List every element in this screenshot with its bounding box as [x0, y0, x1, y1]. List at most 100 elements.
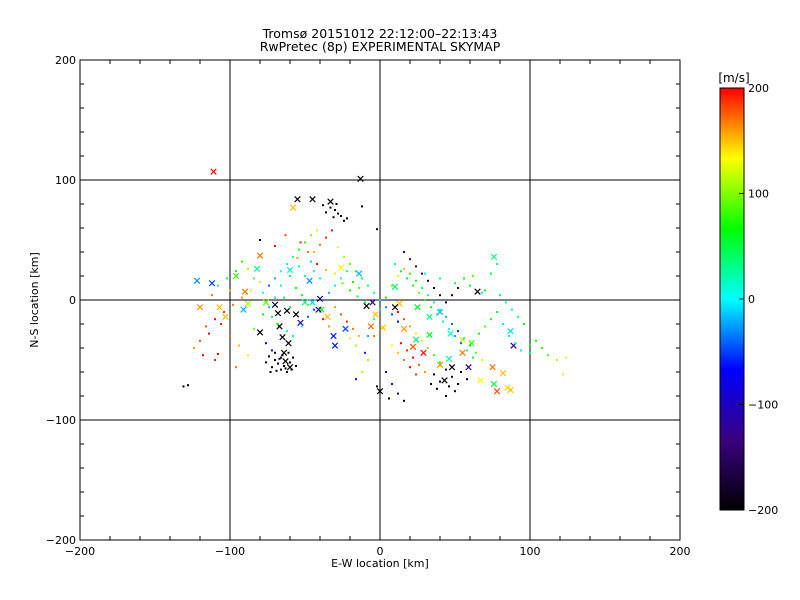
data-point-dot — [292, 255, 294, 258]
data-point-dot — [286, 263, 288, 265]
data-point-dot — [334, 306, 336, 309]
data-point-x — [436, 361, 444, 369]
data-point-x — [447, 330, 454, 337]
data-point-dot — [250, 289, 252, 292]
y-tick-label: 100 — [55, 174, 76, 187]
data-point-x — [240, 306, 247, 313]
data-point-dot — [451, 323, 453, 325]
data-point-dot — [373, 318, 375, 321]
data-point-dot — [284, 367, 287, 370]
data-point-dot — [283, 365, 285, 367]
data-point-dot — [268, 355, 270, 358]
data-point-dot — [421, 339, 423, 342]
data-point-dot — [385, 306, 387, 309]
data-point-dot — [211, 294, 213, 297]
data-point-dot — [496, 311, 498, 313]
data-point-dot — [466, 349, 468, 352]
data-point-dot — [340, 277, 342, 280]
data-point-x — [309, 195, 316, 203]
data-point-dot — [307, 251, 309, 253]
data-point-dot — [214, 359, 216, 361]
data-point-dot — [280, 368, 282, 371]
data-point-dot — [400, 342, 402, 345]
data-point-dot — [235, 270, 237, 273]
data-point-dot — [529, 344, 531, 347]
data-point-x — [318, 306, 325, 313]
data-point-dot — [335, 203, 338, 205]
data-point-dot — [340, 215, 342, 217]
data-point-dot — [439, 380, 441, 383]
data-point-dot — [520, 349, 522, 352]
data-point-dot — [451, 375, 453, 378]
data-point-x — [412, 336, 420, 343]
data-point-x — [309, 299, 316, 306]
colorbar-tick-label: 200 — [748, 82, 769, 95]
data-point-dot — [496, 263, 498, 265]
data-point-dot — [280, 270, 282, 273]
data-point-dot — [391, 284, 393, 287]
data-point-dot — [454, 335, 456, 337]
data-point-dot — [269, 371, 272, 373]
data-point-dot — [217, 284, 219, 287]
data-point-x — [316, 295, 324, 303]
data-point-dot — [332, 216, 335, 219]
data-point-dot — [325, 236, 327, 239]
data-point-x — [396, 300, 403, 307]
data-point-x — [391, 303, 399, 311]
data-point-dot — [460, 371, 462, 373]
data-point-dot — [268, 284, 270, 287]
data-point-dot — [278, 357, 281, 360]
data-point-x — [301, 299, 309, 306]
data-point-dot — [259, 281, 261, 283]
data-point-dot — [439, 361, 441, 364]
data-point-x — [436, 308, 444, 316]
data-point-dot — [454, 390, 456, 393]
data-point-dot — [352, 327, 354, 330]
data-point-dot — [397, 311, 399, 313]
colorbar-tick-label: 0 — [748, 293, 755, 306]
data-point-dot — [220, 323, 222, 325]
colorbar-tick-label: 100 — [748, 188, 769, 201]
data-point-dot — [421, 272, 423, 275]
data-point-dot — [262, 313, 264, 316]
data-point-dot — [565, 356, 567, 359]
data-point-x — [441, 377, 448, 384]
data-point-dot — [289, 306, 291, 309]
data-point-dot — [229, 335, 231, 337]
data-point-dot — [287, 351, 290, 354]
data-point-dot — [457, 287, 459, 289]
data-point-dot — [397, 351, 399, 354]
data-point-dot — [427, 347, 429, 349]
data-point-dot — [259, 239, 261, 241]
data-point-x — [294, 195, 301, 203]
data-point-x — [193, 277, 201, 285]
data-point-dot — [290, 368, 293, 371]
data-point-x — [274, 309, 282, 317]
data-point-dot — [430, 383, 432, 385]
x-tick-label: 0 — [377, 545, 384, 558]
data-point-dot — [247, 354, 249, 357]
data-point-dot — [535, 339, 537, 342]
data-point-dot — [295, 365, 297, 367]
data-point-dot — [364, 351, 366, 354]
data-point-dot — [415, 279, 417, 282]
data-point-x — [376, 387, 384, 395]
data-point-dot — [295, 287, 297, 289]
data-point-dot — [334, 272, 336, 275]
data-point-dot — [409, 258, 411, 261]
data-point-dot — [284, 234, 287, 237]
data-point-x — [283, 307, 291, 315]
data-point-dot — [445, 315, 447, 318]
data-point-dot — [424, 299, 426, 301]
data-point-x — [256, 252, 264, 259]
x-tick-label: 100 — [520, 545, 541, 558]
data-point-dot — [367, 284, 369, 287]
data-point-dot — [271, 349, 273, 352]
data-point-dot — [433, 287, 435, 289]
data-point-dot — [454, 282, 456, 285]
data-point-dot — [277, 362, 279, 365]
data-point-dot — [379, 308, 381, 311]
data-point-dot — [319, 277, 321, 280]
data-point-x — [465, 363, 472, 371]
